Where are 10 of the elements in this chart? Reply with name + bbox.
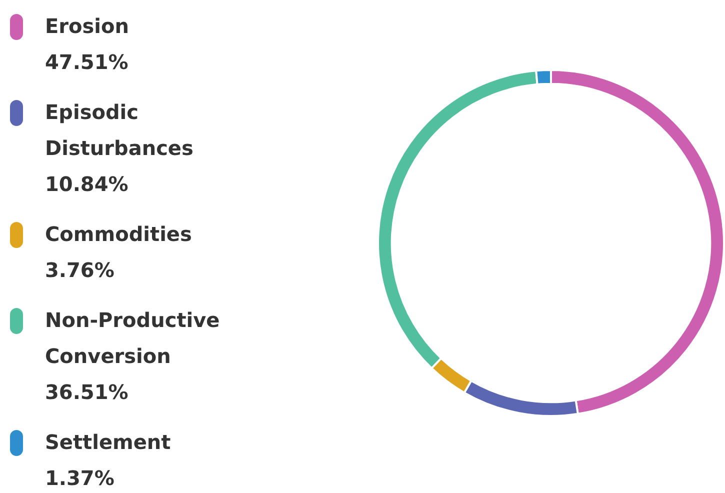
legend-label: Erosion [45,13,130,40]
data-label: 47.51% [45,49,130,76]
legend-label: Settlement [45,429,172,456]
data-label: 1.37% [45,465,116,492]
data-label: 3.76% [45,257,116,284]
data-label: 10.84% [45,171,130,198]
legend-label: Commodities [45,221,193,248]
data-label: 36.51% [45,379,130,406]
legend-label: Non-Productive Conversion [45,307,221,370]
legend-label: Episodic Disturbances [45,99,194,162]
